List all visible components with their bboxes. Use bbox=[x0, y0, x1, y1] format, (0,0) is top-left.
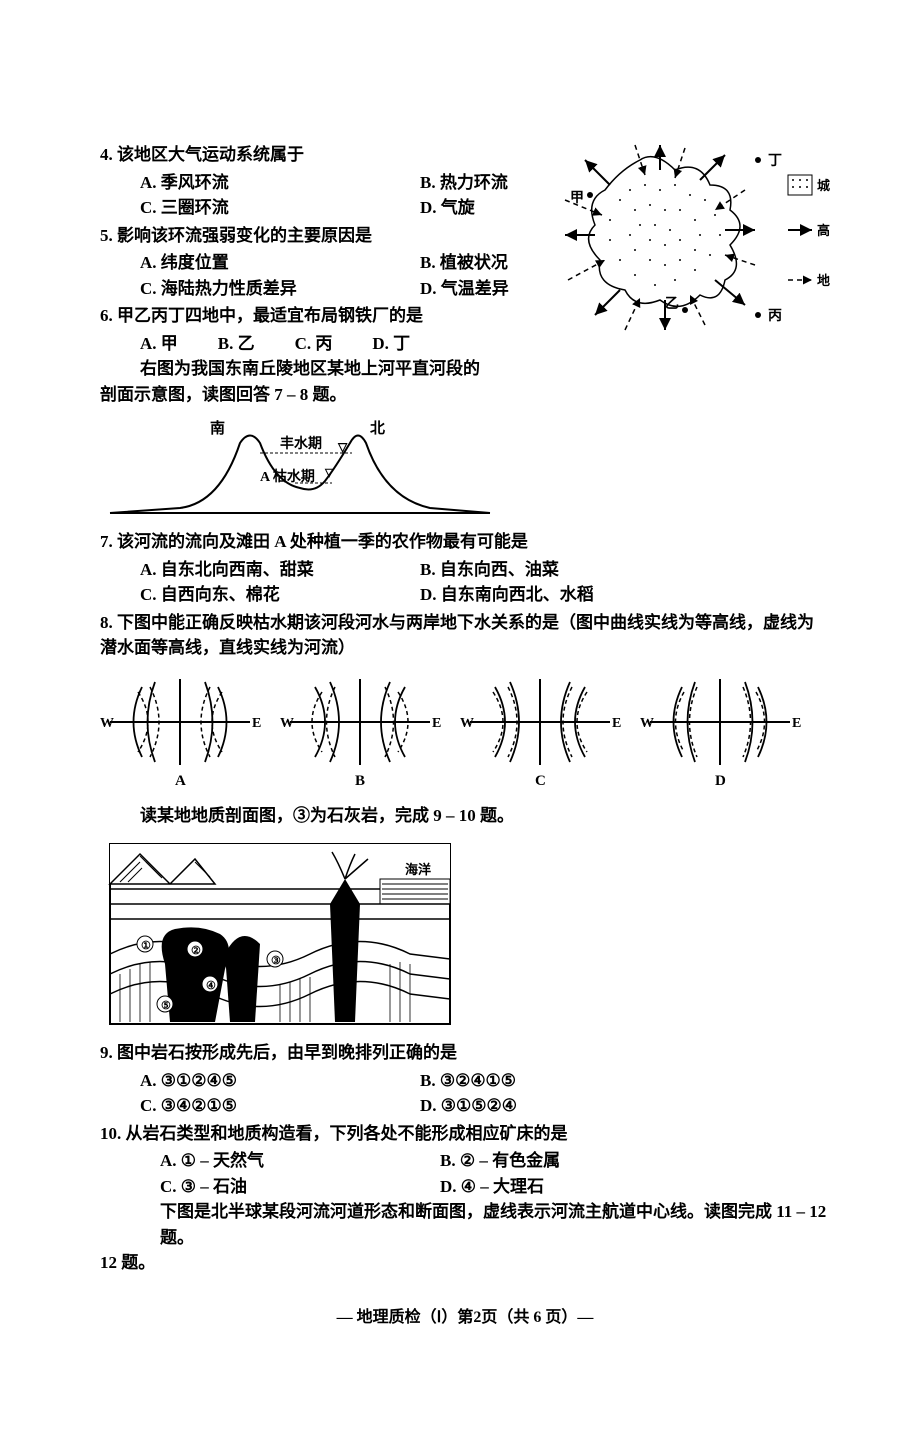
q9-stem: 9. 图中岩石按形成先后，由早到晚排列正确的是 bbox=[100, 1040, 830, 1066]
q9-D: D. ③①⑤②④ bbox=[420, 1093, 517, 1119]
label-bing: 丙 bbox=[768, 308, 782, 324]
page-footer: — 地理质检（Ⅰ）第2页（共 6 页）— bbox=[100, 1306, 830, 1330]
svg-text:南: 南 bbox=[210, 419, 225, 437]
label-jia: 甲 bbox=[570, 190, 584, 206]
q5-D: D. 气温差异 bbox=[420, 276, 509, 302]
groundwater-diagrams: W E W E bbox=[100, 667, 830, 797]
q10-note-tail: 12 题。 bbox=[100, 1250, 830, 1276]
svg-text:海洋: 海洋 bbox=[405, 862, 431, 877]
q4-C: C. 三圈环流 bbox=[140, 195, 420, 221]
q6-note2: 剖面示意图，读图回答 7 – 8 题。 bbox=[100, 382, 830, 408]
q9-B: B. ③②④①⑤ bbox=[420, 1068, 516, 1094]
q10-D: D. ④ – 大理石 bbox=[440, 1174, 544, 1200]
svg-text:▽: ▽ bbox=[324, 467, 334, 479]
q6-D: D. 丁 bbox=[372, 331, 410, 357]
q7-A: A. 自东北向西南、甜菜 bbox=[140, 557, 420, 583]
svg-text:高空风: 高空风 bbox=[817, 223, 830, 238]
svg-text:④: ④ bbox=[206, 980, 216, 992]
q4-D: D. 气旋 bbox=[420, 195, 475, 221]
svg-text:C: C bbox=[535, 773, 546, 789]
q7-B: B. 自东向西、油菜 bbox=[420, 557, 559, 583]
q9-C: C. ③④②①⑤ bbox=[140, 1093, 420, 1119]
q4-A: A. 季风环流 bbox=[140, 170, 420, 196]
svg-text:②: ② bbox=[191, 945, 201, 957]
q4-B: B. 热力环流 bbox=[420, 170, 508, 196]
label-ding: 丁 bbox=[768, 154, 782, 169]
q7-D: D. 自东南向西北、水稻 bbox=[420, 582, 594, 608]
svg-text:③: ③ bbox=[271, 955, 281, 967]
svg-text:⑤: ⑤ bbox=[161, 1000, 171, 1012]
svg-text:B: B bbox=[355, 773, 365, 789]
geo-intro: 读某地地质剖面图，③为石灰岩，完成 9 – 10 题。 bbox=[100, 803, 830, 829]
svg-text:北: 北 bbox=[370, 420, 385, 437]
svg-text:①: ① bbox=[141, 940, 151, 952]
q10-note: 下图是北半球某段河流河道形态和断面图，虚线表示河流主航道中心线。读图完成 11 … bbox=[100, 1199, 830, 1250]
svg-text:地面风: 地面风 bbox=[817, 273, 830, 288]
q10-A: A. ① – 天然气 bbox=[160, 1148, 440, 1174]
q6-C: C. 丙 bbox=[295, 331, 333, 357]
q8-stem: 8. 下图中能正确反映枯水期该河段河水与两岸地下水关系的是（图中曲线实线为等高线… bbox=[100, 610, 830, 661]
q5-A: A. 纬度位置 bbox=[140, 250, 420, 276]
q7-C: C. 自西向东、棉花 bbox=[140, 582, 420, 608]
geological-section-diagram: 海洋 bbox=[100, 834, 830, 1034]
q6-B: B. 乙 bbox=[218, 331, 255, 357]
q7-stem: 7. 该河流的流向及滩田 A 处种植一季的农作物最有可能是 bbox=[100, 529, 830, 555]
q6-note1: 右图为我国东南丘陵地区某地上河平直河段的 bbox=[100, 356, 830, 382]
q10-stem: 10. 从岩石类型和地质构造看，下列各处不能形成相应矿床的是 bbox=[100, 1121, 830, 1147]
q5-B: B. 植被状况 bbox=[420, 250, 508, 276]
svg-text:丰水期: 丰水期 bbox=[280, 435, 322, 452]
q10-B: B. ② – 有色金属 bbox=[440, 1148, 560, 1174]
svg-text:A 枯水期: A 枯水期 bbox=[260, 468, 315, 485]
q10-C: C. ③ – 石油 bbox=[160, 1174, 440, 1200]
svg-text:▽: ▽ bbox=[337, 440, 348, 454]
svg-text:城区: 城区 bbox=[817, 178, 830, 193]
river-profile-diagram: 南 北 丰水期 ▽ A 枯水期 ▽ bbox=[100, 413, 830, 523]
svg-text:A: A bbox=[175, 773, 186, 789]
q9-A: A. ③①②④⑤ bbox=[140, 1068, 420, 1094]
svg-text:D: D bbox=[715, 773, 726, 789]
label-yi: 乙 bbox=[665, 296, 679, 312]
q5-C: C. 海陆热力性质差异 bbox=[140, 276, 420, 302]
q6-A: A. 甲 bbox=[140, 331, 178, 357]
city-wind-diagram: 甲 乙 丙 丁 城区 高空风 地面风 bbox=[550, 140, 830, 340]
